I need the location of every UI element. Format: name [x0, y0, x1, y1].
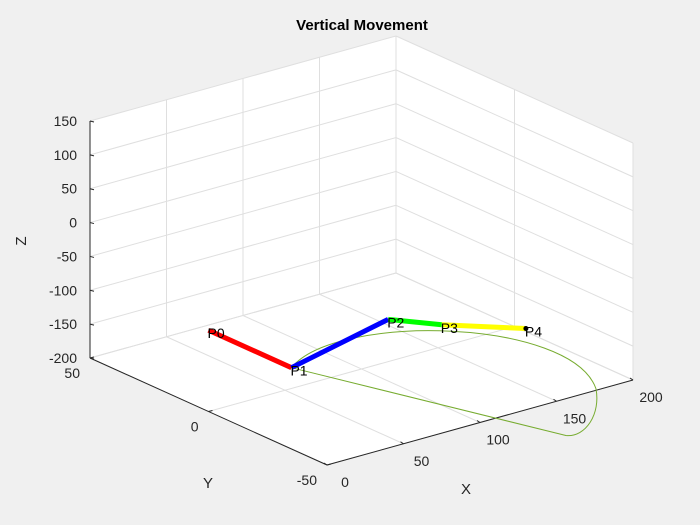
- robot-links: [207, 316, 529, 370]
- x-tick-mark: [629, 377, 634, 381]
- x-tick-label: 0: [341, 474, 349, 490]
- link-P1-P2: [290, 317, 390, 370]
- z-tick-label: -50: [57, 248, 77, 264]
- x-tick-label: 50: [414, 453, 430, 469]
- y-axis-label: Y: [203, 475, 213, 492]
- grid-line-z-sidewall: [395, 238, 634, 347]
- point-label: P3: [441, 320, 458, 336]
- grid-line-y-floor: [208, 326, 515, 412]
- z-tick-mark: [89, 188, 95, 191]
- z-axis-label: Z: [13, 236, 30, 245]
- grid-line-z-wall: [89, 238, 397, 325]
- z-tick-label: 100: [54, 147, 78, 163]
- y-tick-label: 0: [191, 419, 199, 435]
- link-P2-P3: [387, 316, 443, 328]
- z-tick-label: -150: [49, 316, 77, 332]
- grid-line-z-sidewall: [395, 69, 634, 178]
- z-tick-label: 0: [69, 215, 77, 231]
- point-labels: P0 P1 P2 P3 P4: [208, 314, 543, 378]
- tick-labels: 0 50 100 150 200 -50 0 50 150 100 50 0 -50 -100 -150 -2…: [49, 113, 663, 490]
- link-P0-P1: [207, 327, 293, 370]
- x-tick-label: 200: [639, 389, 663, 405]
- x-tick-mark: [553, 398, 557, 402]
- z-tick-label: -200: [49, 350, 77, 366]
- link-P3-P4: [441, 322, 527, 331]
- z-tick-mark: [89, 323, 95, 326]
- z-tick-mark: [89, 222, 95, 225]
- grid-line-z-wall: [89, 137, 397, 224]
- grid-line-z-sidewall: [395, 35, 634, 144]
- y-tick-mark: [326, 463, 332, 466]
- point-label: P4: [525, 323, 542, 339]
- z-tick-mark: [89, 357, 95, 360]
- point-label: P1: [290, 363, 307, 379]
- x-tick-label: 100: [486, 432, 510, 448]
- grid-line-z-sidewall: [395, 204, 634, 313]
- x-axis-label: X: [461, 481, 471, 498]
- point-label: P0: [208, 325, 225, 341]
- grid-line-z-wall: [89, 272, 397, 359]
- z-tick-mark: [89, 289, 95, 292]
- grid-line-z-wall: [89, 35, 397, 122]
- z-tick-label: -100: [49, 282, 77, 298]
- x-tick-label: 150: [563, 410, 587, 426]
- y-tick-label: 50: [64, 365, 80, 381]
- grid-line-z-wall: [89, 170, 397, 257]
- chart-title: Vertical Movement: [296, 17, 428, 34]
- grid-line-z-sidewall: [395, 137, 634, 246]
- grid-line-z-wall: [89, 103, 397, 190]
- grid-line-z-sidewall: [395, 170, 634, 279]
- z-tick-mark: [89, 120, 95, 123]
- z-tick-mark: [89, 255, 95, 258]
- end-effector-marker: [523, 325, 529, 331]
- y-tick-label: -50: [297, 472, 317, 488]
- axis-lines: [89, 120, 634, 466]
- point-label: P2: [387, 314, 404, 330]
- z-tick-mark: [89, 154, 95, 157]
- x-tick-mark: [476, 420, 481, 423]
- z-tick-label: 50: [61, 181, 77, 197]
- grid-line-z-wall: [89, 69, 397, 156]
- x-tick-mark: [400, 441, 404, 445]
- grid-line-z-sidewall: [395, 103, 634, 212]
- y-tick-mark: [208, 410, 213, 412]
- axes-panes: [90, 36, 633, 465]
- grid-line-z-wall: [89, 204, 397, 291]
- z-tick-label: 150: [54, 113, 78, 129]
- x-tick-mark: [323, 462, 328, 466]
